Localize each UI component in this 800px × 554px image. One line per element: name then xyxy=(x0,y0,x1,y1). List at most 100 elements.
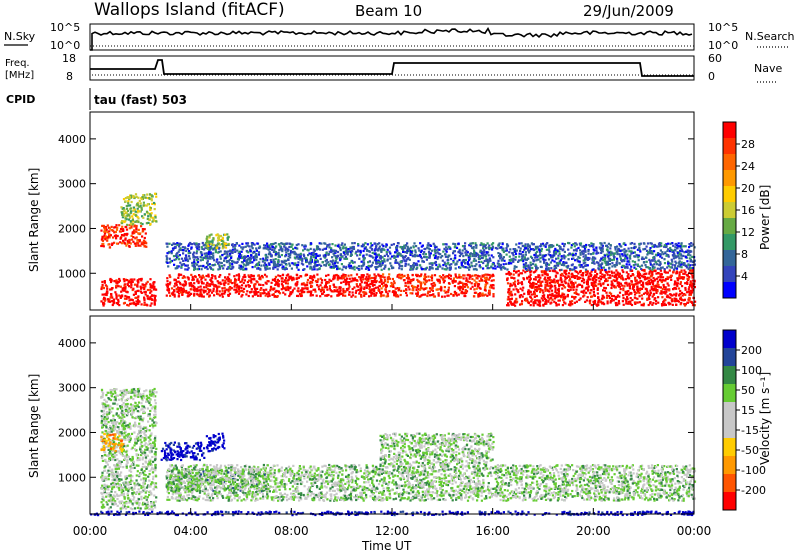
power-colorbar-swatch-1 xyxy=(723,138,736,155)
freq-unit: [MHz] xyxy=(5,70,34,81)
velocity-colorbar-tick-label-7: -200 xyxy=(741,484,766,497)
velocity-ytick-label-2: 3000 xyxy=(58,382,86,395)
freq-tick-top: 18 xyxy=(62,52,76,65)
velocity-colorbar-swatch-8 xyxy=(723,474,736,493)
noise-right-tick-bottom: 10^0 xyxy=(708,39,738,52)
freq-panel xyxy=(89,55,695,81)
power-colorbar-tick-label-5: 8 xyxy=(741,248,748,261)
power-colorbar-swatch-5 xyxy=(723,202,736,219)
noise-panel xyxy=(89,23,695,51)
power-band-0 xyxy=(100,277,158,307)
velocity-band-3 xyxy=(205,432,226,453)
power-ytick-label-2: 3000 xyxy=(58,178,86,191)
station-title: Wallops Island (fitACF) xyxy=(94,0,285,20)
velocity-colorbar-swatch-6 xyxy=(723,438,736,457)
power-colorbar-swatch-4 xyxy=(723,186,736,203)
velocity-ytick-label-1: 2000 xyxy=(58,426,86,439)
time-tick-label-1: 04:00 xyxy=(173,524,208,538)
power-colorbar: 28 24 20 16 12 8 4 xyxy=(722,121,755,299)
power-colorbar-tick-label-1: 24 xyxy=(741,160,755,173)
velocity-ylabel: Slant Range [km] xyxy=(27,374,41,478)
freq-tick-bottom: 8 xyxy=(66,70,73,83)
velocity-colorbar-swatch-9 xyxy=(723,492,736,511)
power-band-6 xyxy=(165,241,696,271)
nave-label: Nave xyxy=(754,62,782,75)
velocity-heatmap xyxy=(90,387,697,517)
velocity-colorbar-swatch-2 xyxy=(723,366,736,385)
power-colorbar-label: Power [dB] xyxy=(758,185,772,250)
power-band-1 xyxy=(100,224,148,249)
velocity-colorbar-tick-label-5: -50 xyxy=(741,444,759,457)
power-colorbar-swatch-2 xyxy=(723,154,736,171)
power-heatmap xyxy=(100,192,697,307)
power-colorbar-swatch-8 xyxy=(723,250,736,267)
velocity-colorbar-tick-label-3: 15 xyxy=(741,404,755,417)
velocity-band-5 xyxy=(165,463,697,502)
velocity-colorbar: 200 100 50 15 -15 -50 -100 -200 xyxy=(722,329,766,511)
nsky-label: N.Sky xyxy=(4,30,36,43)
power-colorbar-swatch-7 xyxy=(723,234,736,251)
date-title: 29/Jun/2009 xyxy=(583,2,674,20)
velocity-colorbar-tick-label-2: 50 xyxy=(741,384,755,397)
velocity-ytick-label-3: 4000 xyxy=(58,337,86,350)
velocity-colorbar-swatch-0 xyxy=(723,330,736,349)
velocity-colorbar-label: Velocity [m s⁻¹] xyxy=(758,372,772,465)
velocity-colorbar-swatch-7 xyxy=(723,456,736,475)
power-ylabel: Slant Range [km] xyxy=(27,168,41,272)
power-axis: 1000 2000 3000 4000 xyxy=(58,133,695,310)
velocity-axis: 1000 2000 3000 4000 xyxy=(58,337,695,514)
power-band-7 xyxy=(204,233,231,250)
power-colorbar-swatch-0 xyxy=(723,122,736,139)
velocity-ytick-label-0: 1000 xyxy=(58,471,86,484)
power-band-5 xyxy=(505,268,697,307)
power-colorbar-swatch-3 xyxy=(723,170,736,187)
velocity-colorbar-tick-label-0: 200 xyxy=(741,344,762,357)
velocity-colorbar-tick-label-6: -100 xyxy=(741,464,766,477)
cpid-value: tau (fast) 503 xyxy=(94,93,187,107)
nsearch-label: N.Search xyxy=(745,30,795,43)
time-tick-label-6: 00:00 xyxy=(677,524,712,538)
velocity-colorbar-swatch-5 xyxy=(723,420,736,439)
power-band-4 xyxy=(379,273,495,298)
velocity-band-1 xyxy=(100,432,125,453)
power-ytick-label-0: 1000 xyxy=(58,267,86,280)
power-colorbar-tick-label-2: 20 xyxy=(741,182,755,195)
time-tick-label-0: 00:00 xyxy=(73,524,108,538)
power-band-2 xyxy=(120,192,158,226)
time-tick-label-3: 12:00 xyxy=(375,524,410,538)
velocity-colorbar-tick-label-1: 100 xyxy=(741,364,762,377)
power-colorbar-swatch-9 xyxy=(723,266,736,283)
power-colorbar-tick-label-0: 28 xyxy=(741,138,755,151)
nave-tick-top: 60 xyxy=(708,52,722,65)
noise-left-tick-top: 10^5 xyxy=(50,21,80,34)
freq-label: Freq. xyxy=(5,58,30,69)
power-ytick-label-3: 4000 xyxy=(58,133,86,146)
power-panel-frame xyxy=(89,111,695,311)
velocity-colorbar-frame xyxy=(722,329,737,511)
power-colorbar-swatch-6 xyxy=(723,218,736,235)
velocity-band-0 xyxy=(100,387,158,511)
velocity-colorbar-swatch-1 xyxy=(723,348,736,367)
power-colorbar-swatch-10 xyxy=(723,282,736,299)
power-colorbar-tick-label-4: 12 xyxy=(741,226,755,239)
cpid-label: CPID xyxy=(6,93,35,106)
velocity-band-2 xyxy=(160,441,206,462)
power-colorbar-tick-label-6: 4 xyxy=(741,270,748,283)
time-tick-label-4: 16:00 xyxy=(475,524,510,538)
noise-left-tick-bottom: 10^0 xyxy=(50,39,80,52)
power-colorbar-tick-label-3: 16 xyxy=(741,204,755,217)
velocity-colorbar-swatch-3 xyxy=(723,384,736,403)
freq-line xyxy=(90,59,694,77)
time-tick-label-2: 08:00 xyxy=(274,524,309,538)
noise-sky-line xyxy=(90,26,693,51)
beam-title: Beam 10 xyxy=(355,2,422,20)
nave-tick-bottom: 0 xyxy=(708,70,715,83)
power-band-3 xyxy=(165,273,382,298)
velocity-colorbar-swatch-4 xyxy=(723,402,736,421)
velocity-colorbar-tick-label-4: -15 xyxy=(741,424,759,437)
power-ytick-label-1: 2000 xyxy=(58,222,86,235)
time-axis: 00:00 04:00 08:00 12:00 16:00 20:00 00:00 xyxy=(73,524,712,538)
noise-right-tick-top: 10^5 xyxy=(708,21,738,34)
velocity-band-6 xyxy=(379,432,495,466)
